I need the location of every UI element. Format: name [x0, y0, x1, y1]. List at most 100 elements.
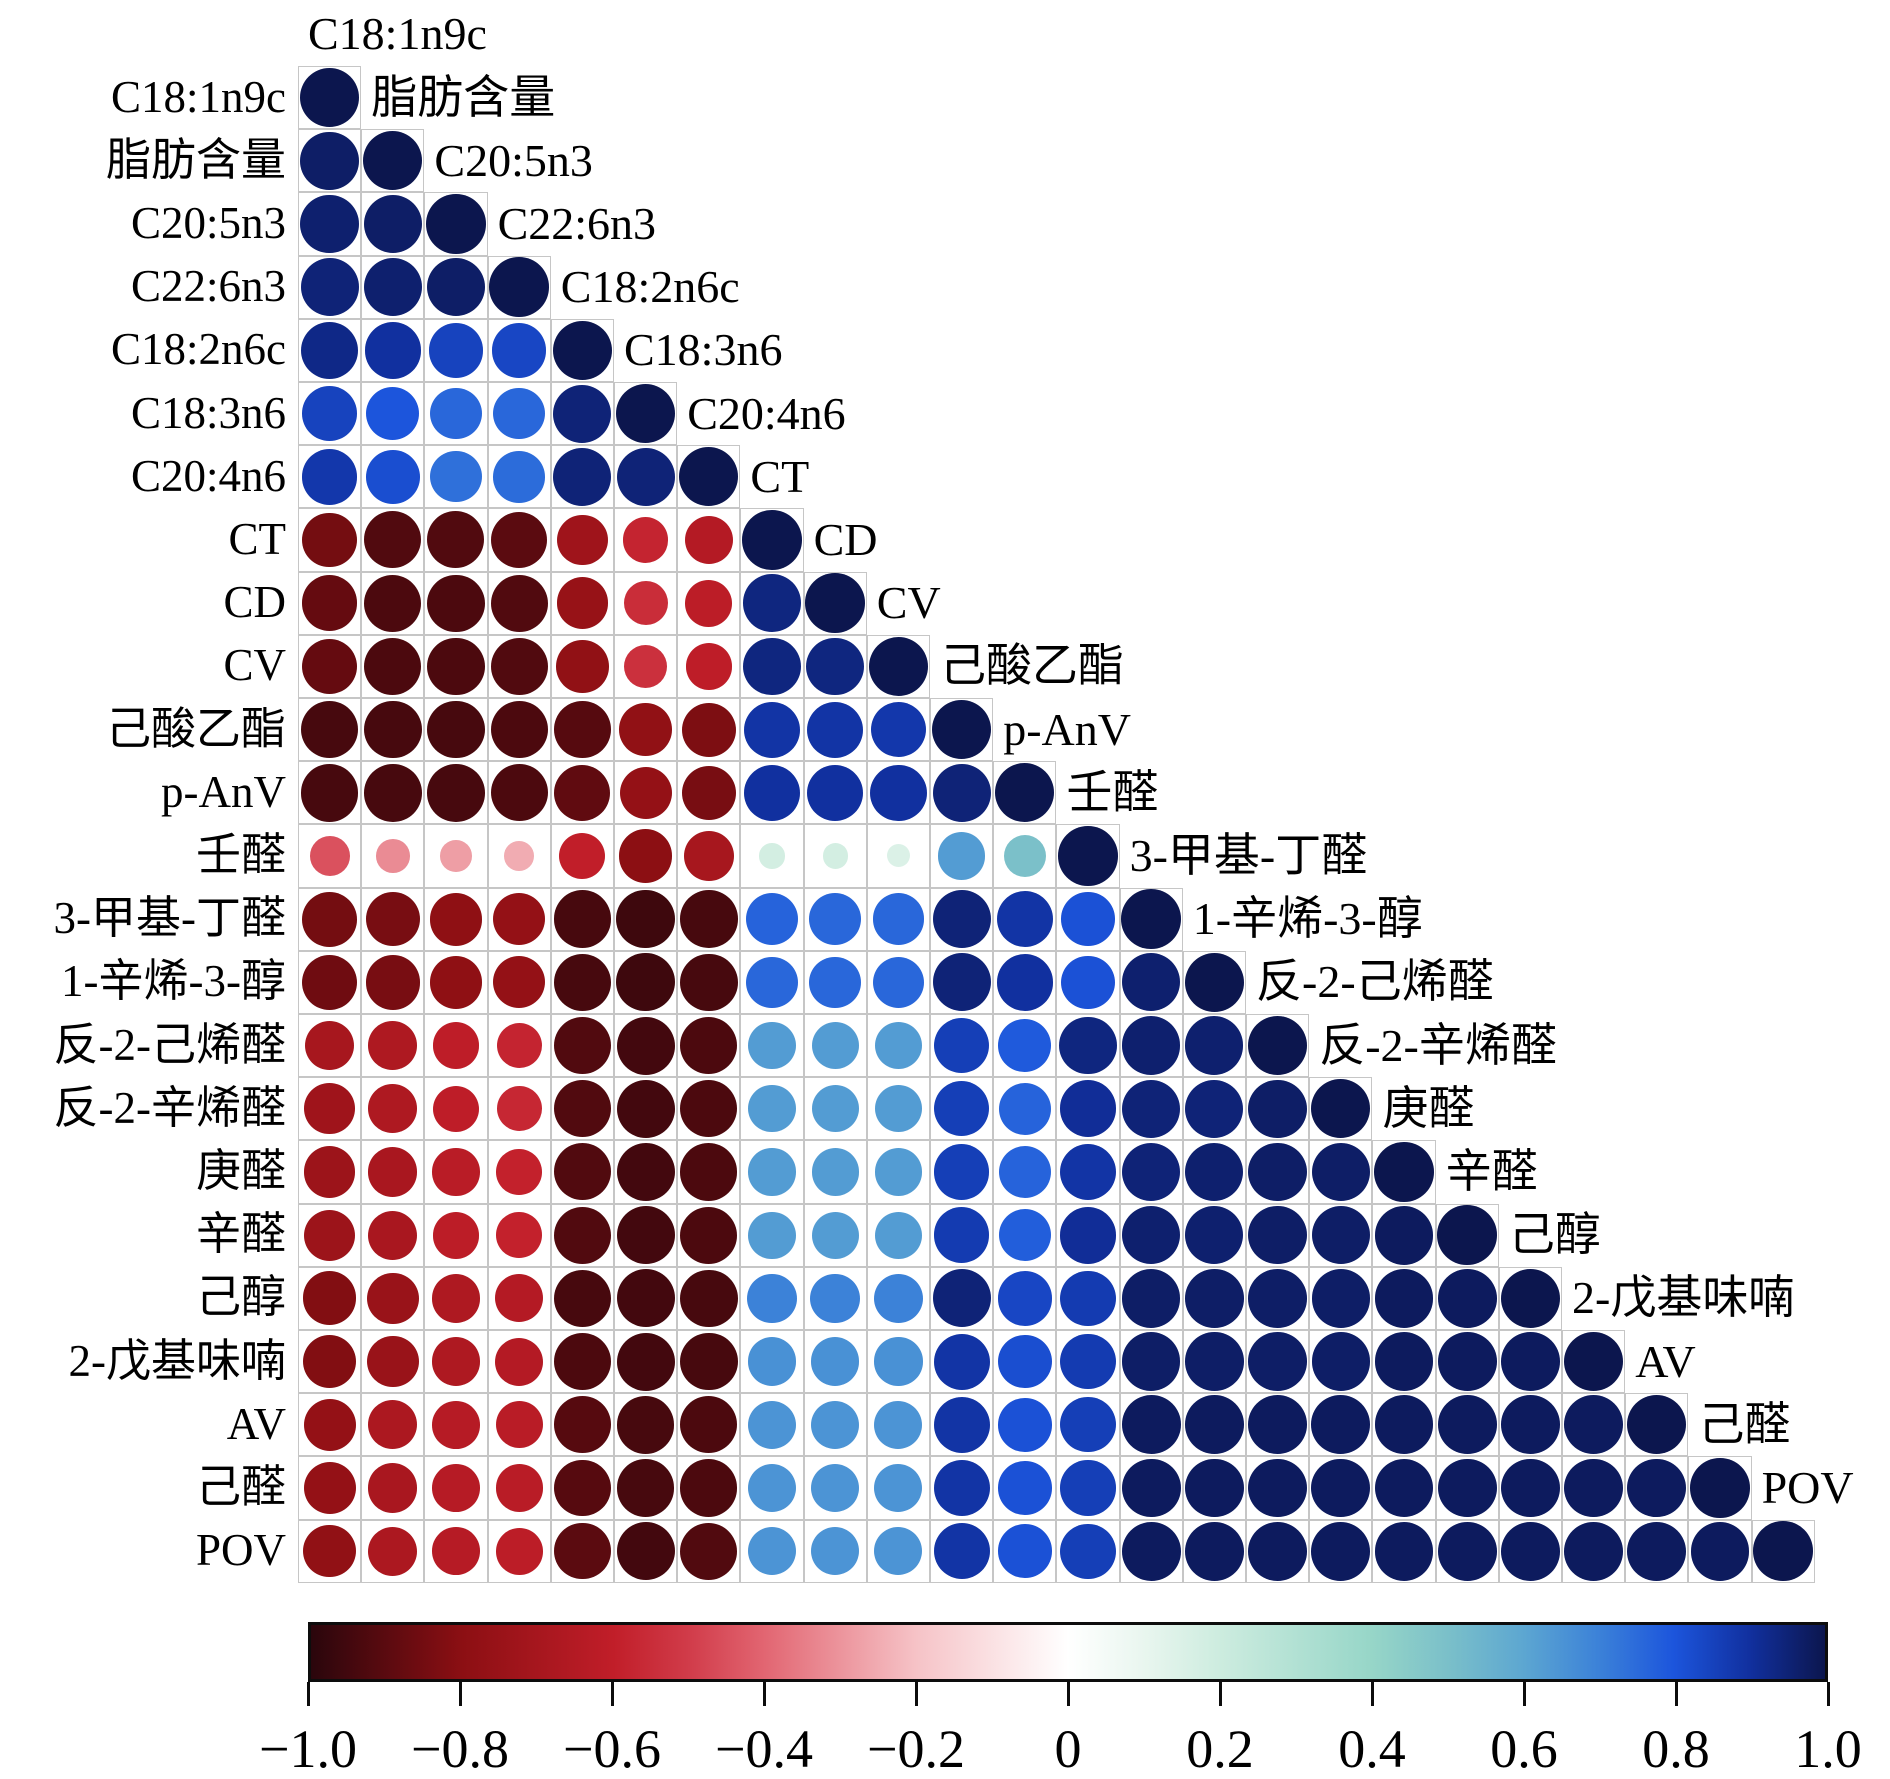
matrix-cell — [1309, 1140, 1373, 1204]
correlation-dot — [997, 1334, 1052, 1389]
correlation-dot — [1248, 1521, 1307, 1581]
matrix-cell — [424, 1203, 488, 1267]
matrix-cell — [361, 1330, 425, 1394]
correlation-dot — [1061, 892, 1115, 946]
matrix-cell — [614, 1456, 678, 1520]
correlation-dot — [938, 832, 986, 880]
matrix-cell — [740, 1077, 804, 1141]
matrix-cell — [487, 1140, 551, 1204]
correlation-dot — [807, 701, 864, 758]
matrix-cell — [487, 1330, 551, 1394]
diagonal-label: 己醛 — [1698, 1398, 1791, 1450]
correlation-dot — [619, 829, 673, 883]
correlation-dot — [872, 893, 925, 946]
correlation-dot — [809, 956, 862, 1009]
correlation-dot — [1061, 955, 1115, 1010]
matrix-cell — [1562, 1456, 1626, 1520]
matrix-cell — [487, 382, 551, 446]
matrix-cell — [424, 571, 488, 635]
matrix-cell — [298, 571, 362, 635]
correlation-dot — [556, 640, 609, 693]
correlation-dot — [1564, 1458, 1623, 1518]
diagonal-label: C18:1n9c — [308, 8, 487, 60]
matrix-cell — [487, 445, 551, 509]
colorbar-tick — [762, 1682, 766, 1706]
row-label: 壬醛 — [195, 830, 286, 880]
matrix-cell — [1309, 1266, 1373, 1330]
matrix-cell — [424, 445, 488, 509]
matrix-cell — [1435, 1519, 1499, 1583]
diagonal-label: 3-甲基-丁醛 — [1129, 830, 1368, 881]
matrix-cell — [1182, 1393, 1246, 1457]
matrix-cell — [550, 1203, 614, 1267]
correlation-dot — [685, 643, 732, 690]
diagonal-label: C20:5n3 — [434, 134, 593, 186]
correlation-dot — [679, 890, 738, 948]
correlation-dot — [301, 638, 358, 695]
correlation-dot — [679, 447, 739, 507]
correlation-dot — [1122, 1016, 1181, 1075]
matrix-cell — [424, 1014, 488, 1078]
correlation-dot — [1374, 1395, 1434, 1455]
matrix-cell — [361, 445, 425, 509]
correlation-dot — [363, 131, 423, 191]
correlation-dot — [1248, 1142, 1307, 1202]
matrix-cell — [298, 1014, 362, 1078]
correlation-dot — [1627, 1458, 1687, 1518]
matrix-cell — [1562, 1393, 1626, 1457]
matrix-cell — [803, 1519, 867, 1583]
correlation-dot — [933, 1523, 990, 1580]
correlation-dot — [1003, 834, 1046, 877]
matrix-cell — [740, 887, 804, 951]
correlation-dot — [811, 1148, 859, 1196]
correlation-dot — [616, 1143, 675, 1201]
matrix-cell — [487, 1203, 551, 1267]
matrix-cell — [298, 508, 362, 572]
correlation-dot — [493, 893, 546, 946]
matrix-cell — [487, 950, 551, 1014]
matrix-cell — [740, 1393, 804, 1457]
correlation-dot — [615, 383, 676, 444]
correlation-dot — [616, 1269, 675, 1328]
matrix-cell — [1498, 1330, 1562, 1394]
correlation-dot — [1311, 1521, 1371, 1581]
matrix-cell — [550, 1140, 614, 1204]
matrix-cell — [361, 887, 425, 951]
correlation-dot — [1184, 1395, 1244, 1455]
matrix-cell — [1119, 1456, 1183, 1520]
matrix-cell — [803, 1077, 867, 1141]
correlation-dot — [743, 764, 801, 821]
matrix-cell — [1246, 1393, 1310, 1457]
correlation-dot — [745, 893, 799, 946]
matrix-cell — [866, 634, 930, 698]
correlation-dot — [364, 637, 422, 696]
matrix-cell — [361, 1077, 425, 1141]
matrix-cell — [614, 634, 678, 698]
matrix-cell — [550, 1519, 614, 1583]
correlation-dot — [429, 955, 483, 1009]
correlation-dot — [747, 1337, 797, 1386]
matrix-cell — [550, 761, 614, 825]
diagonal-label: 1-辛烯-3-醇 — [1192, 893, 1423, 945]
matrix-cell — [298, 824, 362, 888]
matrix-cell — [298, 1519, 362, 1583]
correlation-dot — [1627, 1395, 1687, 1455]
correlation-dot — [304, 1020, 355, 1071]
matrix-cell — [614, 1330, 678, 1394]
matrix-cell — [866, 1203, 930, 1267]
correlation-dot — [931, 699, 992, 760]
matrix-cell — [930, 1330, 994, 1394]
correlation-dot — [504, 841, 535, 871]
matrix-cell — [424, 1456, 488, 1520]
matrix-cell — [487, 1266, 551, 1330]
correlation-dot — [490, 764, 548, 822]
correlation-dot — [679, 1332, 738, 1391]
diagonal-label: 2-戊基味喃 — [1572, 1272, 1795, 1324]
correlation-dot — [623, 644, 668, 689]
diagonal-label: 辛醛 — [1445, 1146, 1538, 1197]
diagonal-label: 己酸乙酯 — [940, 640, 1124, 692]
matrix-cell — [677, 1014, 741, 1078]
matrix-cell — [1119, 1077, 1183, 1141]
correlation-dot — [553, 1206, 611, 1264]
row-label: AV — [226, 1398, 286, 1449]
